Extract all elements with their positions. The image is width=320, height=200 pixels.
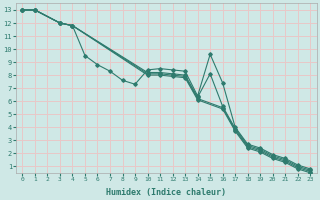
X-axis label: Humidex (Indice chaleur): Humidex (Indice chaleur) bbox=[106, 188, 226, 197]
